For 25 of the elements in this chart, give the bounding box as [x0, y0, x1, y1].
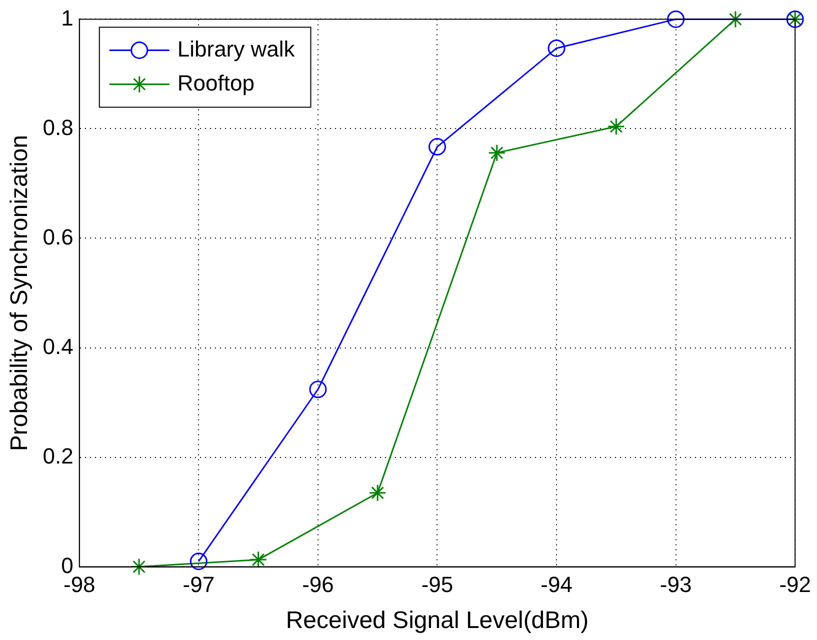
point	[488, 144, 506, 162]
x-tick-label: -96	[302, 572, 334, 598]
y-tick-label: 0.2	[42, 443, 74, 468]
y-tick-label: 0.4	[42, 334, 74, 359]
y-tick-label: 0.6	[42, 224, 74, 250]
y-axis-title: Probability of Synchronization	[6, 134, 34, 452]
point	[428, 138, 446, 156]
y-tick-label: 0.8	[42, 114, 74, 140]
x-axis-title: Received Signal Level(dBm)	[286, 607, 589, 634]
point	[548, 39, 566, 57]
x-tick-label: -92	[779, 572, 811, 598]
point	[368, 484, 386, 502]
point	[250, 550, 268, 568]
x-tick-label: -94	[540, 572, 572, 598]
legend-label: Rooftop	[177, 70, 254, 96]
x-tick-label: -97	[182, 572, 215, 598]
point	[607, 118, 625, 136]
point	[667, 10, 685, 28]
x-tick-label: -95	[421, 572, 454, 598]
x-tick-label: -93	[660, 572, 692, 598]
point	[309, 380, 327, 398]
point	[190, 552, 208, 570]
y-tick-label: 1	[61, 5, 74, 30]
legend-label: Library walk	[177, 36, 296, 62]
point	[130, 558, 148, 576]
